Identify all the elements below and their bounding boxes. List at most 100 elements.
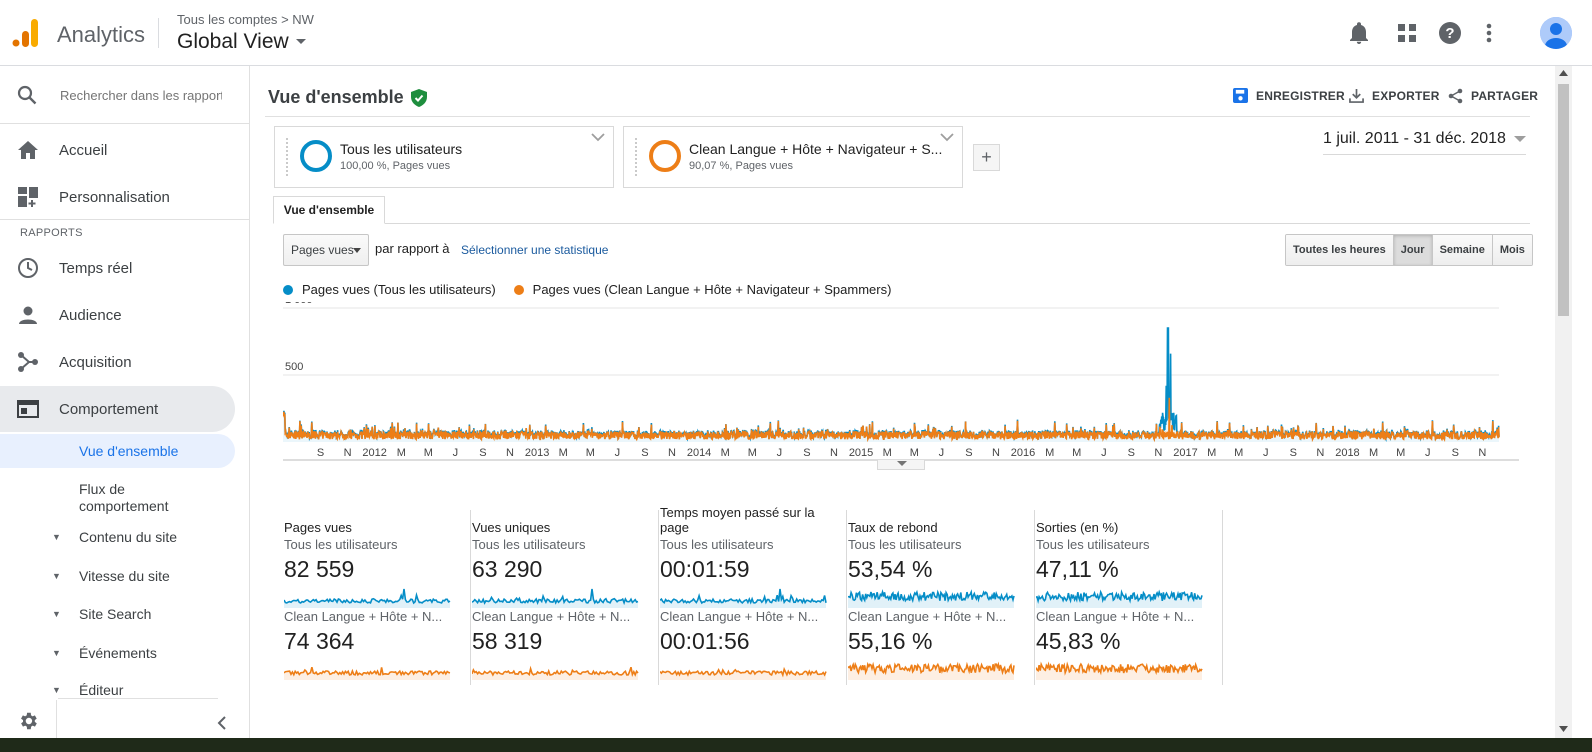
- sidebar-subitem-site-speed[interactable]: ▼ Vitesse du site: [0, 563, 235, 589]
- main-content: Vue d'ensemble ENREGISTRER EXPORTER PART…: [265, 66, 1555, 752]
- sidebar-subitem-publisher[interactable]: ▼ Éditeur: [0, 678, 235, 702]
- sidebar-item-customization[interactable]: Personnalisation: [0, 174, 235, 220]
- sparkline-blue: [660, 588, 827, 608]
- scorecard-segment-label: Tous les utilisateurs: [660, 537, 774, 552]
- page-title: Vue d'ensemble: [268, 87, 427, 108]
- y-tick-label: 1 000: [285, 302, 313, 306]
- x-tick-label: 2013: [525, 447, 549, 459]
- granularity-day-button[interactable]: Jour: [1393, 235, 1433, 265]
- legend-label: Pages vues (Clean Langue + Hôte + Naviga…: [532, 282, 892, 297]
- vertical-scrollbar[interactable]: [1555, 66, 1572, 738]
- scorecard[interactable]: Taux de rebond Tous les utilisateurs 53,54…: [847, 510, 1035, 685]
- expand-triangle-icon: ▼: [52, 609, 61, 619]
- sparkline-orange: [284, 666, 451, 680]
- legend-dot-blue: [283, 284, 293, 295]
- sidebar-item-acquisition[interactable]: Acquisition: [0, 339, 235, 385]
- x-tick-label: 2014: [687, 447, 711, 459]
- tab-strip-line: [275, 223, 1530, 224]
- x-tick-label: M: [910, 447, 919, 459]
- view-selector[interactable]: Global View: [177, 30, 307, 54]
- report-search-input[interactable]: [60, 84, 222, 106]
- sidebar-item-label: Acquisition: [59, 353, 132, 371]
- x-tick-label: M: [1045, 447, 1054, 459]
- sidebar-item-behavior[interactable]: Comportement: [0, 386, 235, 432]
- sidebar-subitem-site-content[interactable]: ▼ Contenu du site: [0, 524, 235, 550]
- sparkline-path: [660, 588, 827, 605]
- top-app-bar: Analytics Tous les comptes > NW Global V…: [0, 0, 1592, 66]
- segment-card-all-users[interactable]: Tous les utilisateurs 100,00 %, Pages vu…: [274, 126, 614, 188]
- scorecard[interactable]: Pages vues Tous les utilisateurs 82 559 Cle…: [283, 510, 471, 685]
- date-range-picker[interactable]: 1 juil. 2011 - 31 déc. 2018: [1323, 130, 1526, 155]
- apps-grid-icon[interactable]: [1394, 20, 1420, 46]
- date-range-text: 1 juil. 2011 - 31 déc. 2018: [1323, 130, 1506, 147]
- export-button[interactable]: EXPORTER: [1349, 88, 1440, 103]
- sidebar-item-home[interactable]: Accueil: [0, 127, 235, 173]
- drag-handle-icon[interactable]: [285, 137, 289, 177]
- pageviews-line-chart[interactable]: 1 000 500 S N 2012 M M J S N 2013 M M J S N 2014 M M J S N 201…: [283, 302, 1519, 462]
- collapse-sidebar-chevron-icon[interactable]: [217, 716, 227, 730]
- drag-handle-icon[interactable]: [634, 137, 638, 177]
- breadcrumb-accounts[interactable]: Tous les comptes: [177, 12, 278, 27]
- metric-select[interactable]: Pages vues: [283, 234, 369, 266]
- segment-subtitle: 100,00 %, Pages vues: [340, 160, 451, 172]
- select-stat-link[interactable]: Sélectionner une statistique: [461, 243, 609, 257]
- sidebar-search: [0, 66, 250, 124]
- sidebar-item-audience[interactable]: Audience: [0, 292, 235, 338]
- scroll-down-arrow-icon[interactable]: [1559, 726, 1568, 732]
- segment-card-clean[interactable]: Clean Langue + Hôte + Navigateur + S... …: [623, 126, 963, 188]
- x-tick-label: N: [992, 447, 1000, 459]
- x-tick-label: M: [424, 447, 433, 459]
- granularity-hourly-button[interactable]: Toutes les heures: [1286, 235, 1394, 265]
- expand-triangle-icon: ▼: [52, 648, 61, 658]
- scorecard[interactable]: Temps moyen passé sur la page Tous les ut…: [659, 505, 847, 685]
- scorecard-value: 74 364: [284, 628, 355, 654]
- legend-item-clean[interactable]: Pages vues (Clean Langue + Hôte + Naviga…: [513, 282, 892, 297]
- segment-menu-chevron-icon[interactable]: [591, 133, 605, 142]
- scroll-up-arrow-icon[interactable]: [1559, 70, 1568, 76]
- sparkline-path: [472, 588, 639, 606]
- save-button-label: ENREGISTRER: [1256, 88, 1345, 103]
- segment-menu-chevron-icon[interactable]: [940, 133, 954, 142]
- breadcrumb-property[interactable]: NW: [292, 12, 314, 27]
- sidebar-item-label: Personnalisation: [59, 188, 170, 206]
- legend-dot-orange: [513, 284, 524, 295]
- sidebar-subitem-label: Vitesse du site: [79, 568, 170, 584]
- x-tick-label: 2016: [1011, 447, 1035, 459]
- x-tick-label: J: [1425, 447, 1431, 459]
- share-button[interactable]: PARTAGER: [1448, 88, 1538, 104]
- legend-item-all-users[interactable]: Pages vues (Tous les utilisateurs): [283, 282, 496, 297]
- save-button[interactable]: ENREGISTRER: [1233, 88, 1345, 103]
- sidebar-subitem-site-search[interactable]: ▼ Site Search: [0, 601, 235, 627]
- notifications-bell-icon[interactable]: [1346, 20, 1372, 46]
- account-avatar[interactable]: [1540, 17, 1572, 49]
- sidebar-subitem-behavior-flow[interactable]: Flux de comportement: [0, 478, 235, 518]
- x-tick-label: S: [803, 447, 810, 459]
- sidebar-item-realtime[interactable]: Temps réel: [0, 245, 235, 291]
- x-tick-label: M: [883, 447, 892, 459]
- tab-overview[interactable]: Vue d'ensemble: [273, 196, 385, 224]
- scorecard[interactable]: Sorties (en %) Tous les utilisateurs 47,11…: [1035, 510, 1223, 685]
- help-icon[interactable]: ?: [1437, 20, 1463, 46]
- sidebar-subitem-overview[interactable]: Vue d'ensemble: [0, 434, 235, 468]
- settings-gear-icon[interactable]: [17, 710, 39, 732]
- x-tick-label: J: [453, 447, 459, 459]
- breadcrumb[interactable]: Tous les comptes > NW: [177, 12, 314, 27]
- scorecard-title: Pages vues: [284, 520, 352, 535]
- sparkline-path: [472, 665, 639, 677]
- sparkline-blue: [284, 588, 451, 608]
- sidebar-subitem-events[interactable]: ▼ Événements: [0, 640, 235, 666]
- scroll-thumb[interactable]: [1558, 84, 1569, 316]
- scorecard[interactable]: Vues uniques Tous les utilisateurs 63 290 C…: [471, 510, 659, 685]
- x-tick-label: S: [641, 447, 648, 459]
- chart-collapse-handle[interactable]: [877, 460, 925, 470]
- svg-text:?: ?: [1445, 25, 1454, 42]
- granularity-week-button[interactable]: Semaine: [1432, 235, 1493, 265]
- sidebar-item-label: Temps réel: [59, 259, 133, 277]
- analytics-logo-icon[interactable]: [12, 19, 38, 47]
- more-options-icon[interactable]: [1476, 20, 1502, 46]
- sparkline-area: [660, 669, 826, 680]
- legend-label: Pages vues (Tous les utilisateurs): [302, 282, 496, 297]
- granularity-month-button[interactable]: Mois: [1492, 235, 1532, 265]
- add-segment-button[interactable]: +: [973, 144, 1000, 171]
- sparkline-orange: [660, 666, 827, 680]
